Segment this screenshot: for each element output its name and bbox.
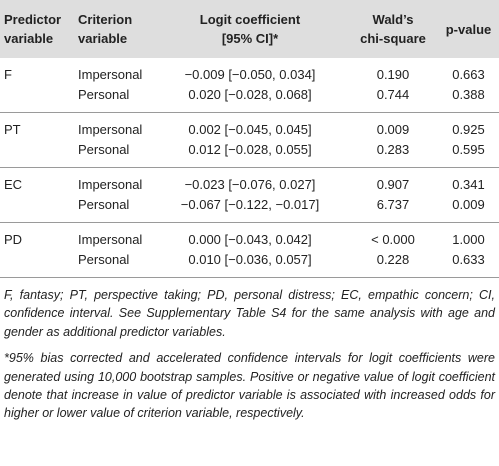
data-cell: Impersonal — [78, 122, 143, 137]
table-row: F Impersonal −0.009 [−0.050, 0.034] 0.190 0.… — [0, 58, 499, 85]
data-cell: Personal — [78, 141, 130, 157]
header-text: variable — [78, 31, 128, 46]
predictor-cell: EC — [4, 177, 23, 192]
predictor-cell: PT — [4, 122, 21, 137]
data-cell: 0.009 — [376, 122, 410, 137]
table-row: Personal 0.020 [−0.028, 0.068] 0.744 0.388 — [0, 85, 499, 113]
data-cell: < 0.000 — [371, 232, 415, 247]
predictor-cell — [0, 85, 74, 113]
data-cell: 0.388 — [452, 86, 485, 102]
row-group: F Impersonal −0.009 [−0.050, 0.034] 0.190 0.… — [0, 58, 499, 113]
predictor-cell — [0, 140, 74, 168]
note: F, fantasy; PT, perspective taking; PD, … — [4, 288, 495, 339]
data-cell: 0.190 — [376, 67, 410, 82]
predictor-cell: PD — [4, 232, 23, 247]
data-cell: 1.000 — [452, 232, 485, 247]
table-row: Personal 0.010 [−0.036, 0.057] 0.228 0.633 — [0, 250, 499, 278]
table-header: Predictor variable Criterion variable Logit … — [0, 0, 499, 58]
header-cell: p-value — [438, 0, 499, 58]
header-text: p-value — [445, 21, 492, 37]
data-cell: Impersonal — [78, 232, 143, 247]
row-group: PD Impersonal 0.000 [−0.043, 0.042] < 0.000… — [0, 223, 499, 278]
header-text: Criterion — [78, 12, 133, 27]
header-text: Wald’s — [372, 12, 414, 27]
note: *95% bias corrected and accelerated conf… — [4, 351, 495, 421]
header-text: variable — [4, 31, 54, 46]
header-cell: Logit coefficient [95% CI]* — [152, 0, 348, 58]
table-row: PD Impersonal 0.000 [−0.043, 0.042] < 0.000… — [0, 223, 499, 250]
data-cell: 0.012 [−0.028, 0.055] — [188, 141, 312, 157]
table-notes: F, fantasy; PT, perspective taking; PD, … — [0, 278, 499, 423]
data-cell: 0.020 [−0.028, 0.068] — [188, 86, 312, 102]
data-cell: Personal — [78, 86, 130, 102]
table-row: Personal 0.012 [−0.028, 0.055] 0.283 0.595 — [0, 140, 499, 168]
data-cell: 6.737 — [376, 196, 410, 212]
data-cell: −0.009 [−0.050, 0.034] — [184, 67, 316, 82]
header-text: Predictor — [4, 12, 62, 27]
header-text: [95% CI]* — [221, 31, 279, 46]
header-text: chi-square — [360, 31, 426, 46]
header-text: Logit coefficient — [199, 12, 301, 27]
data-cell: 0.633 — [452, 251, 485, 267]
results-table: Predictor variable Criterion variable Logit … — [0, 0, 499, 278]
data-cell: 0.228 — [376, 251, 410, 267]
row-group: EC Impersonal −0.023 [−0.076, 0.027] 0.907 0… — [0, 168, 499, 223]
data-cell: 0.000 [−0.043, 0.042] — [188, 232, 312, 247]
data-cell: Impersonal — [78, 67, 143, 82]
header-cell: Wald’s chi-square — [348, 0, 438, 58]
predictor-cell: F — [4, 67, 12, 82]
data-cell: −0.023 [−0.076, 0.027] — [184, 177, 316, 192]
data-cell: 0.663 — [452, 67, 485, 82]
data-cell: Impersonal — [78, 177, 143, 192]
predictor-cell — [0, 250, 74, 278]
data-cell: 0.341 — [452, 177, 485, 192]
row-group: PT Impersonal 0.002 [−0.045, 0.045] 0.009 0.… — [0, 113, 499, 168]
data-cell: 0.002 [−0.045, 0.045] — [188, 122, 312, 137]
data-cell: Personal — [78, 251, 130, 267]
data-cell: 0.283 — [376, 141, 410, 157]
data-cell: Personal — [78, 196, 130, 212]
data-cell: −0.067 [−0.122, −0.017] — [180, 196, 320, 212]
header-cell: Predictor variable — [0, 0, 74, 58]
table-row: Personal −0.067 [−0.122, −0.017] 6.737 0.00… — [0, 195, 499, 223]
data-cell: 0.010 [−0.036, 0.057] — [188, 251, 312, 267]
data-cell: 0.925 — [452, 122, 485, 137]
table-row: PT Impersonal 0.002 [−0.045, 0.045] 0.009 0.… — [0, 113, 499, 140]
header-cell: Criterion variable — [74, 0, 152, 58]
predictor-cell — [0, 195, 74, 223]
header-row: Predictor variable Criterion variable Logit … — [0, 0, 499, 58]
table-row: EC Impersonal −0.023 [−0.076, 0.027] 0.907 0… — [0, 168, 499, 195]
data-cell: 0.744 — [376, 86, 410, 102]
data-cell: 0.595 — [452, 141, 485, 157]
data-cell: 0.907 — [376, 177, 410, 192]
data-cell: 0.009 — [452, 196, 485, 212]
